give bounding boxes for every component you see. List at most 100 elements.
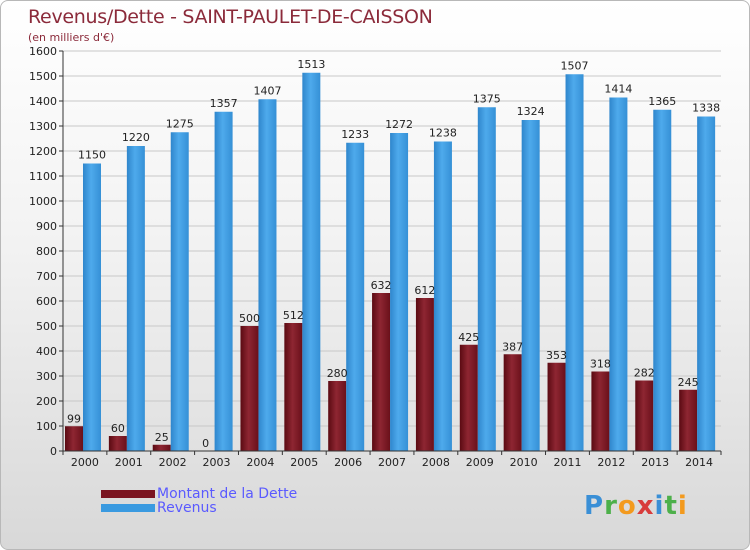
value-label-revenus: 1357 <box>210 97 238 110</box>
y-tick-label: 800 <box>36 245 57 258</box>
value-label-dette: 512 <box>283 309 304 322</box>
y-tick-label: 1500 <box>29 70 57 83</box>
value-label-revenus: 1365 <box>648 95 676 108</box>
x-tick-label: 2010 <box>510 456 538 469</box>
value-label-revenus: 1233 <box>341 128 369 141</box>
bar-revenus <box>302 72 321 451</box>
legend-swatch-dette <box>101 490 155 498</box>
x-tick-label: 2004 <box>246 456 274 469</box>
bar-revenus <box>170 132 189 451</box>
bars <box>65 72 716 451</box>
value-label-dette: 632 <box>371 279 392 292</box>
bar-revenus <box>433 141 452 451</box>
y-axis-ticks: 0 100 200 300 400 500 600 700 800 900 1000 1100 1200… <box>29 45 63 458</box>
value-label-revenus: 1238 <box>429 127 457 140</box>
bar-revenus <box>565 74 584 451</box>
value-label-revenus: 1375 <box>473 92 501 105</box>
legend: Montant de la Dette Revenus <box>101 487 297 515</box>
bar-chart: 0100200300400500600700800900100011001200… <box>29 45 722 469</box>
y-tick-label: 200 <box>36 395 57 408</box>
value-label-revenus: 1507 <box>561 59 589 72</box>
x-tick-label: 2014 <box>685 456 713 469</box>
x-tick-label: 2013 <box>641 456 669 469</box>
value-label-dette: 245 <box>678 376 699 389</box>
chart-title: Revenus/Dette - SAINT-PAULET-DE-CAISSON <box>28 6 433 28</box>
value-label-revenus: 1272 <box>385 118 413 131</box>
bar-revenus <box>477 107 496 451</box>
value-label-dette: 425 <box>458 331 479 344</box>
bar-revenus <box>697 116 716 451</box>
bar-dette <box>415 298 434 451</box>
x-tick-label: 2000 <box>71 456 99 469</box>
bar-revenus <box>214 111 233 451</box>
legend-label-revenus: Revenus <box>157 500 217 516</box>
legend-item-dette: Montant de la Dette <box>101 487 297 501</box>
bar-dette <box>152 444 171 451</box>
y-tick-label: 900 <box>36 220 57 233</box>
bar-revenus <box>258 99 277 451</box>
y-tick-label: 100 <box>36 420 57 433</box>
logo-letter: o <box>617 491 637 521</box>
value-label-revenus: 1150 <box>78 149 106 162</box>
value-label-dette: 25 <box>155 431 169 444</box>
y-tick-label: 0 <box>50 445 57 458</box>
x-tick-label: 2011 <box>553 456 581 469</box>
value-label-revenus: 1338 <box>692 102 720 115</box>
value-label-dette: 353 <box>546 349 567 362</box>
bar-revenus <box>83 163 101 451</box>
value-label-dette: 318 <box>590 358 611 371</box>
x-tick-label: 2012 <box>597 456 625 469</box>
logo-letter: x <box>636 491 655 521</box>
logo-letter: i <box>677 491 688 521</box>
x-tick-label: 2001 <box>115 456 143 469</box>
value-label-dette: 60 <box>111 422 125 435</box>
value-labels: 99 1150 60 1220 25 1275 0 1357 500 1407 512 1513 280… <box>67 58 720 450</box>
value-label-revenus: 1407 <box>253 84 281 97</box>
bar-revenus <box>126 146 145 451</box>
value-label-dette: 99 <box>67 412 81 425</box>
x-tick-label: 2008 <box>422 456 450 469</box>
bar-dette <box>635 380 654 451</box>
proxiti-logo: Proxiti <box>584 491 688 521</box>
bar-revenus <box>346 142 365 451</box>
chart-subtitle: (en milliers d'€) <box>28 31 115 44</box>
logo-letter: i <box>654 491 665 521</box>
y-tick-label: 1000 <box>29 195 57 208</box>
legend-label-dette: Montant de la Dette <box>157 486 298 502</box>
x-tick-label: 2003 <box>203 456 231 469</box>
y-tick-label: 400 <box>36 345 57 358</box>
y-tick-label: 300 <box>36 370 57 383</box>
bar-dette <box>65 426 83 451</box>
bar-revenus <box>653 109 672 451</box>
logo-letter: P <box>584 491 605 521</box>
y-tick-label: 1100 <box>29 170 57 183</box>
x-tick-label: 2006 <box>334 456 362 469</box>
value-label-revenus: 1220 <box>122 131 150 144</box>
y-tick-label: 1600 <box>29 45 57 58</box>
y-tick-label: 1300 <box>29 120 57 133</box>
value-label-revenus: 1414 <box>604 83 632 96</box>
y-tick-label: 1200 <box>29 145 57 158</box>
value-label-revenus: 1513 <box>297 58 325 71</box>
x-axis-ticks: 2000 2001 2002 2003 2004 2005 2006 2007 2008 2009… <box>62 451 722 469</box>
bar-dette <box>459 344 478 451</box>
y-tick-label: 1400 <box>29 95 57 108</box>
value-label-dette: 282 <box>634 367 655 380</box>
bar-revenus <box>390 133 409 451</box>
bar-dette <box>328 381 347 451</box>
value-label-dette: 0 <box>202 437 209 450</box>
bar-dette <box>679 389 698 451</box>
bar-revenus <box>609 97 628 451</box>
value-label-revenus: 1324 <box>517 105 545 118</box>
legend-item-revenus: Revenus <box>101 501 297 515</box>
value-label-dette: 500 <box>239 312 260 325</box>
bar-dette <box>372 293 391 451</box>
x-tick-label: 2009 <box>466 456 494 469</box>
y-tick-label: 600 <box>36 295 57 308</box>
y-tick-label: 500 <box>36 320 57 333</box>
legend-swatch-revenus <box>101 504 155 512</box>
logo-letter: t <box>664 491 678 521</box>
value-label-dette: 280 <box>327 367 348 380</box>
x-tick-label: 2005 <box>290 456 318 469</box>
